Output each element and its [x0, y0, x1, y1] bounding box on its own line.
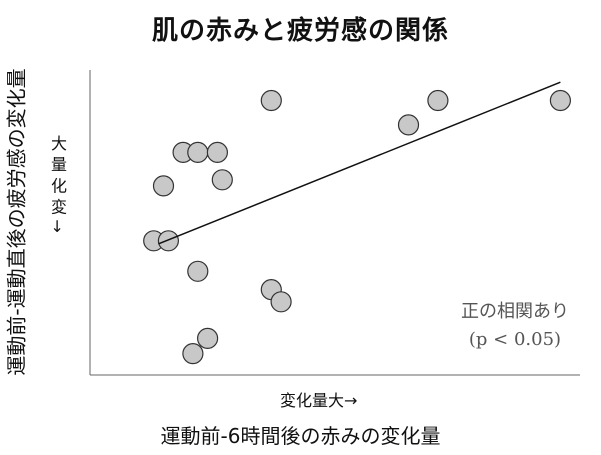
data-point [270, 291, 292, 313]
data-marks [143, 81, 572, 365]
axes [89, 70, 580, 376]
data-point [197, 327, 219, 349]
data-point [187, 260, 209, 282]
annotation-line-1: 正の相関あり [461, 301, 569, 322]
data-point [182, 343, 204, 365]
data-point [187, 141, 209, 163]
data-point [427, 89, 449, 112]
data-point [211, 169, 233, 191]
correlation-annotation: 正の相関あり (p < 0.05) [440, 298, 590, 354]
data-point [157, 230, 179, 252]
data-point [549, 89, 572, 112]
trend-line [158, 81, 561, 245]
y-axis-hint: 大 量 化 変 → [48, 135, 67, 233]
y-axis-label: 運動前-運動直後の疲労感の変化量 [4, 68, 29, 376]
annotation-line-2: (p < 0.05) [468, 329, 562, 350]
y-axis-label-wrap: 運動前-運動直後の疲労感の変化量 [0, 0, 30, 455]
chart-title: 肌の赤みと疲労感の関係 [151, 16, 449, 46]
data-point [397, 114, 420, 136]
x-axis-hint: 変化量大→ [280, 391, 358, 410]
x-axis-label: 運動前-6時間後の赤みの変化量 [160, 424, 441, 448]
data-point [206, 141, 228, 163]
data-point [260, 89, 282, 112]
data-point [152, 175, 175, 197]
